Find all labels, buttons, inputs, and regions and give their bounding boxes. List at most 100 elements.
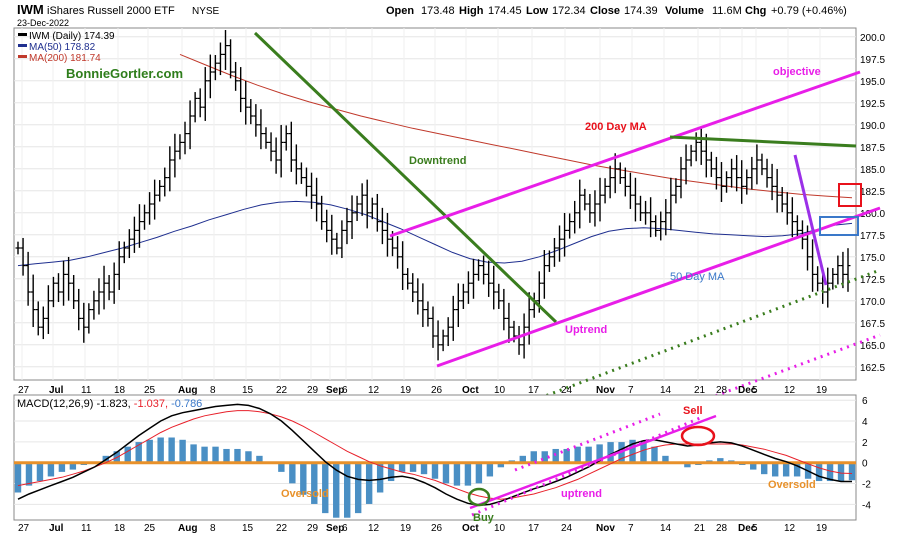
macd-histogram-bar bbox=[596, 444, 603, 463]
ohlc-bar bbox=[688, 144, 694, 167]
ohlc-bar bbox=[268, 132, 274, 162]
ohlc-bar bbox=[248, 99, 254, 125]
ohlc-bar bbox=[30, 274, 36, 328]
ohlc-bar bbox=[172, 133, 178, 178]
macd-x-tick: 11 bbox=[81, 523, 92, 534]
macd-histogram-bar bbox=[431, 462, 439, 479]
ohlc-bar bbox=[15, 241, 21, 255]
macd-uptrend-label: uptrend bbox=[561, 488, 602, 500]
ohlc-bar bbox=[273, 137, 279, 174]
price-y-tick: 197.5 bbox=[860, 55, 885, 66]
price-x-tick: 26 bbox=[431, 385, 443, 396]
ohlc-bar bbox=[207, 54, 213, 99]
price-x-tick: 22 bbox=[276, 385, 288, 396]
macd-histogram-bar bbox=[25, 462, 33, 486]
macd-y-tick: -4 bbox=[862, 500, 871, 511]
ma50-legend-swatch bbox=[18, 44, 27, 47]
macd-y-tick: -2 bbox=[862, 480, 871, 491]
ohlc-bar bbox=[228, 39, 234, 79]
macd-histogram-bar bbox=[69, 462, 77, 470]
ohlc-bar bbox=[440, 329, 446, 352]
open-label: Open bbox=[386, 5, 414, 17]
close-value: 174.39 bbox=[624, 5, 658, 17]
macd-annotations: Sell Buy uptrend Oversold Oversold bbox=[281, 405, 816, 524]
macd-x-tick: 14 bbox=[660, 523, 672, 534]
macd-histogram-bar bbox=[354, 462, 362, 514]
decline-line bbox=[793, 154, 828, 286]
ohlc-bar bbox=[278, 124, 284, 178]
ohlc-bar bbox=[309, 172, 315, 209]
ohlc-bar bbox=[476, 259, 482, 281]
sell-circle bbox=[680, 425, 716, 447]
watermark: BonnieGortler.com bbox=[66, 66, 183, 81]
macd-dotted-trend-2 bbox=[514, 412, 661, 472]
chart-header: IWM iShares Russell 2000 ETF NYSE 23-Dec… bbox=[17, 2, 847, 28]
ohlc-bar bbox=[794, 215, 800, 237]
ohlc-bar bbox=[96, 278, 102, 315]
macd-x-tick: Dec bbox=[738, 523, 757, 534]
low-label: Low bbox=[526, 5, 548, 17]
price-annotations: objective 200 Day MA Downtrend Uptrend 5… bbox=[409, 66, 821, 336]
macd-histogram-bar bbox=[793, 462, 801, 477]
macd-x-tick: 24 bbox=[561, 523, 573, 534]
ohlc-bar bbox=[233, 61, 239, 91]
macd-histogram-bar bbox=[245, 451, 252, 463]
ohlc-bar bbox=[546, 250, 552, 272]
ohlc-bar bbox=[673, 178, 679, 204]
macd-x-tick: 28 bbox=[716, 523, 728, 534]
target-box-blue bbox=[819, 216, 859, 236]
ohlc-bar bbox=[253, 104, 259, 137]
ohlc-bar bbox=[840, 251, 846, 289]
price-x-tick: 25 bbox=[144, 385, 156, 396]
ohlc-bar bbox=[91, 290, 97, 320]
macd-y-tick: 4 bbox=[862, 417, 868, 428]
ohlc-bar bbox=[126, 229, 132, 259]
price-x-tick: 12 bbox=[784, 385, 796, 396]
ohlc-bar bbox=[238, 67, 244, 113]
resistance-line bbox=[669, 135, 857, 148]
ohlc-bar bbox=[835, 255, 841, 285]
ohlc-bar bbox=[298, 162, 304, 184]
ohlc-bar bbox=[526, 292, 532, 345]
price-x-tick: 5 bbox=[752, 385, 758, 396]
ohlc-bar bbox=[455, 283, 461, 328]
ohlc-bar bbox=[136, 204, 142, 248]
ohlc-bar bbox=[420, 283, 426, 328]
macd-histogram-bar bbox=[837, 462, 845, 482]
ohlc-bar bbox=[384, 212, 390, 257]
ohlc-bar bbox=[35, 301, 41, 336]
price-y-tick: 177.5 bbox=[860, 231, 885, 242]
macd-histogram-bar bbox=[662, 455, 669, 463]
ohlc-bar bbox=[481, 255, 487, 285]
price-y-tick: 187.5 bbox=[860, 143, 885, 154]
macd-signal-line bbox=[17, 410, 853, 500]
price-y-tick: 165.0 bbox=[860, 341, 885, 352]
price-y-tick: 185.0 bbox=[860, 165, 885, 176]
ohlc-bar bbox=[40, 306, 46, 340]
ohlc-bar bbox=[784, 192, 790, 225]
ohlc-bar bbox=[55, 273, 61, 303]
ohlc-bar bbox=[774, 168, 780, 213]
ohlc-bar bbox=[703, 133, 709, 178]
ohlc-bar bbox=[470, 258, 476, 299]
macd-x-tick: Aug bbox=[178, 523, 197, 534]
ohlc-bar bbox=[405, 268, 411, 290]
ma200-legend-swatch bbox=[18, 55, 27, 58]
ohlc-bar bbox=[632, 177, 638, 222]
macd-histogram-bar bbox=[717, 458, 724, 463]
ohlc-bar bbox=[319, 195, 325, 230]
macd-x-tick: Nov bbox=[596, 523, 615, 534]
price-legend: IWM (Daily) 174.39 MA(50) 178.82 MA(200)… bbox=[18, 31, 115, 64]
ohlc-bar bbox=[314, 177, 320, 222]
ohlc-bar bbox=[698, 128, 704, 165]
macd-histogram-bar bbox=[442, 462, 450, 484]
ohlc-bar bbox=[329, 214, 335, 255]
ohlc-bar bbox=[562, 212, 568, 257]
macd-x-tick: Sep bbox=[326, 523, 344, 534]
ohlc-bar bbox=[45, 285, 51, 334]
ohlc-bar bbox=[395, 236, 401, 269]
price-x-tick: 19 bbox=[400, 385, 412, 396]
macd-histogram-bar bbox=[365, 462, 373, 504]
trend-lines bbox=[253, 31, 881, 427]
